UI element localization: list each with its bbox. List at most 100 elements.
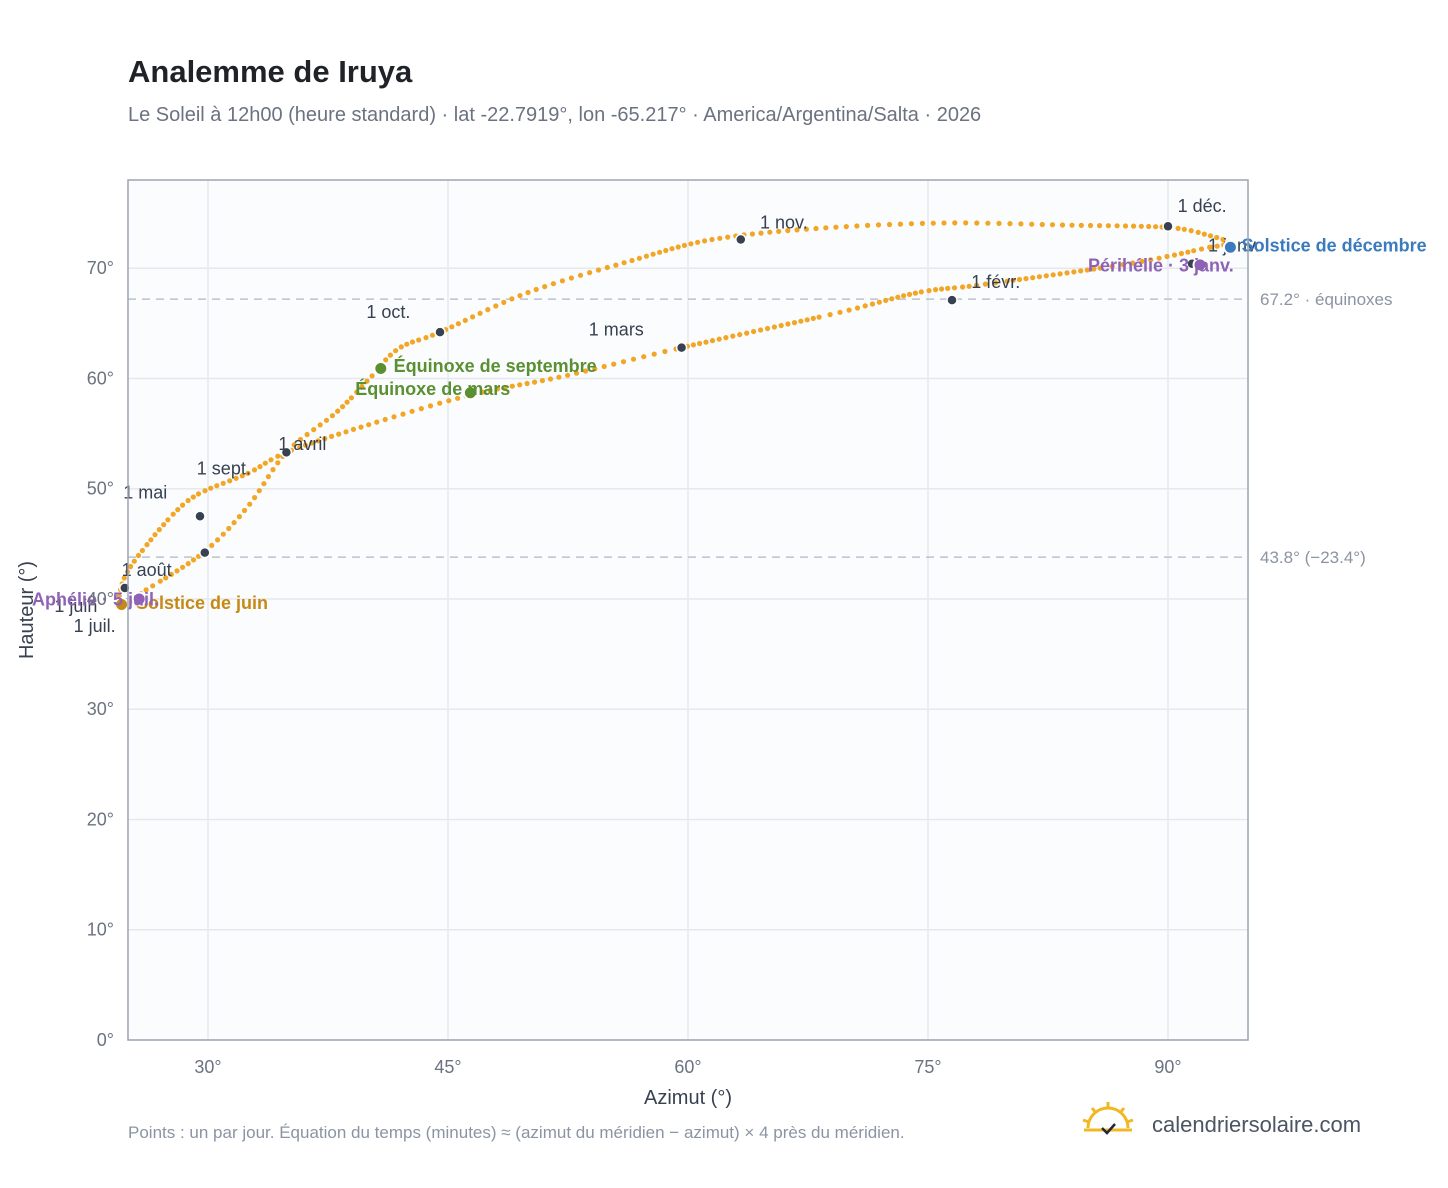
day-point xyxy=(556,374,562,380)
day-point xyxy=(1114,223,1120,229)
x-axis-label: Azimut (°) xyxy=(644,1087,732,1109)
month-point[interactable] xyxy=(434,326,446,338)
day-point xyxy=(764,325,771,332)
day-point xyxy=(247,501,253,507)
day-point xyxy=(813,225,819,232)
day-point xyxy=(611,361,617,367)
day-point xyxy=(926,288,932,294)
day-point xyxy=(810,315,816,321)
day-point xyxy=(429,332,436,338)
day-point xyxy=(985,220,991,226)
day-point xyxy=(565,372,571,378)
day-point xyxy=(717,235,723,241)
day-point xyxy=(309,440,315,446)
day-point xyxy=(477,310,483,316)
event-point[interactable] xyxy=(1222,239,1238,255)
day-point xyxy=(226,525,232,532)
day-point xyxy=(716,336,722,342)
day-point xyxy=(650,251,656,257)
day-point xyxy=(804,317,810,323)
day-point xyxy=(400,411,406,417)
event-point[interactable] xyxy=(131,591,147,607)
day-point xyxy=(865,222,871,228)
day-point xyxy=(241,507,248,514)
month-point[interactable] xyxy=(675,341,688,354)
day-point xyxy=(495,386,501,392)
day-point xyxy=(843,224,849,230)
event-point[interactable] xyxy=(373,361,389,377)
day-point xyxy=(509,383,515,389)
event-label: Périhélie · 3 janv. xyxy=(1088,256,1234,276)
day-point xyxy=(231,520,237,526)
day-point xyxy=(663,247,669,254)
day-point xyxy=(758,327,764,333)
y-tick-label: 0° xyxy=(97,1030,114,1050)
month-point[interactable] xyxy=(946,294,958,306)
day-point xyxy=(669,246,675,252)
day-point xyxy=(261,481,267,487)
day-point xyxy=(487,387,493,394)
day-point xyxy=(446,398,452,404)
x-tick-label: 90° xyxy=(1154,1057,1181,1077)
day-point xyxy=(256,488,262,494)
month-point[interactable] xyxy=(280,446,293,459)
day-point xyxy=(1049,222,1056,228)
month-point[interactable] xyxy=(735,233,747,246)
day-point xyxy=(749,231,756,237)
day-point xyxy=(702,238,708,244)
y-tick-label: 30° xyxy=(87,699,114,719)
day-point xyxy=(1185,249,1191,255)
day-point xyxy=(1069,222,1075,228)
day-point xyxy=(532,379,538,385)
x-tick-label: 30° xyxy=(194,1057,221,1077)
day-point xyxy=(854,223,860,229)
day-point xyxy=(941,220,947,226)
day-point xyxy=(1050,272,1056,278)
brand[interactable]: calendriersolaire.com xyxy=(1080,1100,1380,1150)
x-tick-label: 75° xyxy=(914,1057,941,1077)
day-point xyxy=(185,561,191,567)
day-point xyxy=(455,395,461,401)
day-point xyxy=(128,563,134,570)
day-point xyxy=(262,460,268,466)
month-point[interactable] xyxy=(1162,220,1174,233)
day-point xyxy=(1181,226,1187,232)
day-point xyxy=(163,575,169,581)
day-point xyxy=(348,395,354,401)
day-point xyxy=(165,517,171,523)
day-point xyxy=(1091,266,1097,272)
day-point xyxy=(604,264,610,271)
day-point xyxy=(1039,221,1045,228)
day-point xyxy=(897,221,904,227)
day-point xyxy=(416,337,422,343)
day-point xyxy=(688,241,694,247)
y-tick-label: 50° xyxy=(87,479,114,499)
event-point[interactable] xyxy=(1192,257,1208,273)
day-point xyxy=(697,340,703,347)
day-point xyxy=(919,220,926,226)
day-point xyxy=(311,427,317,433)
day-point xyxy=(343,429,349,435)
y-tick-label: 10° xyxy=(87,920,114,940)
day-point xyxy=(359,384,365,390)
event-point[interactable] xyxy=(462,385,478,401)
day-point xyxy=(208,485,214,491)
day-point xyxy=(135,552,142,559)
month-label: 1 mars xyxy=(589,319,644,339)
day-point xyxy=(568,275,575,281)
day-point xyxy=(1064,270,1070,276)
brand-name[interactable]: calendriersolaire.com xyxy=(1152,1112,1362,1137)
day-point xyxy=(1078,222,1084,228)
day-point xyxy=(833,224,839,230)
day-point xyxy=(1122,223,1129,229)
month-point[interactable] xyxy=(194,510,206,523)
day-point xyxy=(651,351,657,357)
day-point xyxy=(1207,233,1214,239)
day-point xyxy=(275,453,281,459)
day-point xyxy=(329,413,335,419)
day-point xyxy=(883,297,889,303)
day-point xyxy=(302,442,309,448)
month-point[interactable] xyxy=(199,546,211,559)
day-point xyxy=(1057,271,1063,277)
